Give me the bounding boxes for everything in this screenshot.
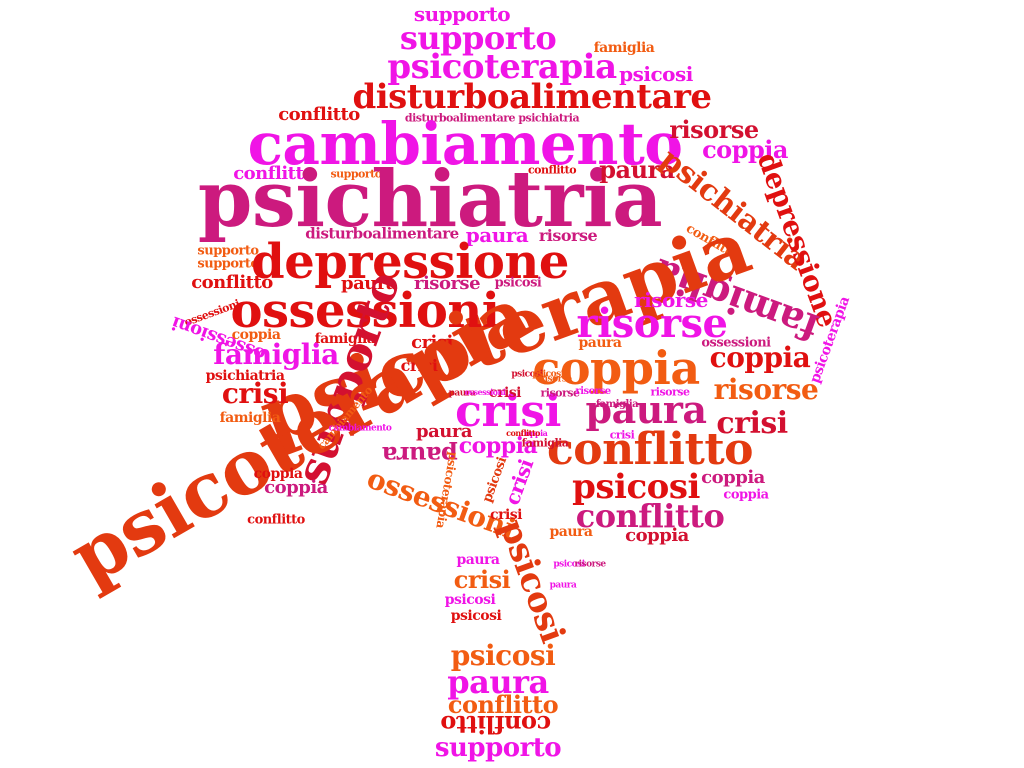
cloud-word: psichiatria <box>205 368 285 384</box>
cloud-word: psicosi <box>572 467 700 507</box>
cloud-word: conflitto <box>547 424 753 475</box>
cloud-word: crisi <box>490 507 522 523</box>
cloud-word: paura <box>465 223 529 247</box>
cloud-word: crisi <box>716 406 788 441</box>
cloud-word: disturboalimentare psichiatria <box>404 111 580 125</box>
cloud-word: coppia <box>253 466 303 482</box>
cloud-word: paura <box>599 155 675 184</box>
cloud-word: risorse <box>574 559 606 570</box>
cloud-word: supporto <box>197 243 259 259</box>
cloud-word: paura <box>456 552 501 568</box>
cloud-word: risorse <box>634 288 708 312</box>
cloud-word: paura <box>447 663 549 701</box>
cloud-word: psicosi <box>444 592 496 608</box>
cloud-word: cambiamento <box>328 423 392 434</box>
cloud-word: paura <box>549 524 594 540</box>
cloud-word: supporto <box>330 167 382 181</box>
cloud-word: famiglia <box>593 40 655 56</box>
cloud-word: disturboalimentare <box>352 77 712 117</box>
cloud-word: crisi <box>400 356 438 375</box>
cloud-word: famiglia <box>314 331 376 347</box>
cloud-word: psicosi <box>494 275 542 291</box>
cloud-word: paura <box>585 387 707 432</box>
cloud-word: risorse <box>575 386 611 397</box>
cloud-word: crisi <box>411 332 453 353</box>
cloud-word: psicosi <box>553 559 585 570</box>
cloud-word: depressione <box>251 234 569 290</box>
cloud-word: risorse <box>713 373 819 406</box>
cloud-word: risorse <box>538 226 598 245</box>
cloud-word: risorse <box>413 273 481 294</box>
cloud-word: famiglia <box>521 436 569 450</box>
cloud-word: ossessioni <box>464 387 506 397</box>
cloud-word: supporto <box>434 733 562 763</box>
cloud-word: psicoterapia <box>387 47 617 87</box>
cloud-word: coppia <box>701 467 765 488</box>
cloud-word: conflitto <box>527 163 577 177</box>
cloud-word: risorse <box>540 386 581 400</box>
cloud-word: famiglia <box>595 399 639 410</box>
cloud-word: paura <box>448 388 476 399</box>
cloud-word: conflitto <box>278 104 360 125</box>
cloud-word: coppia <box>532 341 700 395</box>
cloud-word: paura <box>341 273 397 294</box>
cloud-word: crisi <box>221 377 289 410</box>
cloud-word: risorse <box>540 374 572 385</box>
cloud-word: coppia <box>723 487 769 503</box>
cloud-word: crisi <box>453 565 511 594</box>
cloud-word: famiglia <box>219 410 281 426</box>
cloud-word: psicosi <box>450 608 502 624</box>
cloud-word: paura <box>549 580 577 591</box>
cloud-word: psicosi <box>619 62 693 86</box>
cloud-word: coppia <box>458 433 538 459</box>
cloud-word: psicosi <box>532 369 564 380</box>
cloud-word: crisi <box>609 428 635 442</box>
cloud-word: coppia <box>520 428 548 438</box>
cloud-word: psicosi <box>450 639 556 672</box>
cloud-word: conflitto <box>575 497 725 535</box>
cloud-word: risorse <box>650 385 691 399</box>
cloud-word: ossessioni <box>701 335 771 351</box>
cloud-word: psichiatria <box>197 154 663 245</box>
cloud-word: coppia <box>231 327 281 343</box>
cloud-word: supporto <box>197 256 259 272</box>
cloud-word: ossessioni <box>230 283 500 339</box>
cloud-word: cambiamento <box>247 110 683 178</box>
cloud-word: risorse <box>669 115 759 144</box>
cloud-word: conflitto <box>447 690 559 719</box>
cloud-word: coppia <box>709 341 811 374</box>
cloud-word: conflitto <box>233 163 315 184</box>
cloud-word: conflitto <box>247 512 305 528</box>
cloud-word: supporto <box>413 2 511 26</box>
cloud-word: disturboalimentare <box>305 224 459 243</box>
cloud-word: conflitto <box>191 272 273 293</box>
cloud-word: coppia <box>702 135 788 164</box>
cloud-word: psicosi <box>511 369 543 380</box>
cloud-word: paura <box>578 335 623 351</box>
cloud-word: famiglia <box>213 338 339 371</box>
cloud-word: crisi <box>455 386 561 437</box>
cloud-word: crisi <box>489 385 521 401</box>
cloud-word: risorse <box>576 300 728 347</box>
cloud-word: coppia <box>625 525 689 546</box>
cloud-word: supporto <box>399 19 557 57</box>
cloud-word: conflitto <box>506 428 540 438</box>
cloud-word: paura <box>416 421 472 442</box>
cloud-word: coppia <box>264 477 328 498</box>
